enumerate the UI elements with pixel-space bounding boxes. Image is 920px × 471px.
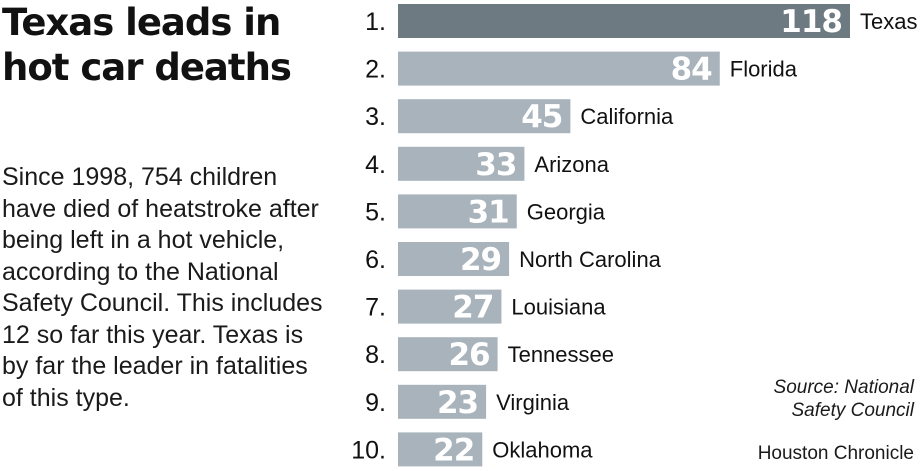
bar (398, 242, 510, 276)
bar-value-label: 29 (460, 242, 501, 278)
bar-value-label: 45 (521, 99, 562, 135)
category-label: Virginia (496, 390, 570, 415)
category-label: Texas (860, 9, 917, 34)
rank-label: 2. (365, 56, 386, 84)
rank-label: 1. (365, 8, 386, 36)
bar-value-label: 84 (671, 52, 713, 88)
rank-label: 10. (351, 436, 386, 464)
category-label: Florida (730, 57, 798, 82)
rank-label: 5. (365, 198, 386, 226)
category-label: Georgia (527, 199, 606, 224)
category-label: California (580, 104, 674, 129)
bar-value-label: 118 (780, 4, 842, 40)
rank-label: 6. (365, 246, 386, 274)
bar (398, 432, 483, 467)
category-label: Louisiana (511, 295, 606, 320)
bar-value-label: 27 (452, 290, 493, 326)
category-label: North Carolina (519, 247, 662, 272)
bar (398, 4, 850, 38)
bar-value-label: 26 (448, 337, 489, 373)
rank-label: 3. (365, 103, 386, 131)
bar (398, 384, 487, 419)
bar-chart: 1. 118 Texas 2. 84 Florida 3. 45 California 4. 33 A… (351, 4, 917, 468)
bar (398, 337, 498, 372)
bar (398, 194, 517, 229)
rank-label: 9. (365, 389, 386, 417)
headline: Texas leads in hot car deaths (2, 1, 292, 89)
bar (398, 51, 720, 86)
bar-value-label: 33 (475, 147, 516, 183)
category-label: Tennessee (508, 342, 614, 367)
bar (398, 99, 571, 134)
category-label: Arizona (534, 152, 609, 177)
bar-value-label: 23 (437, 385, 478, 421)
source-note: Source: National Safety Council (773, 377, 914, 421)
category-label: Oklahoma (492, 437, 593, 462)
bar-value-label: 31 (468, 194, 509, 230)
rank-label: 7. (365, 294, 386, 322)
bar (398, 289, 502, 324)
rank-label: 8. (365, 341, 386, 369)
bar-value-label: 22 (433, 432, 474, 468)
bar (398, 146, 525, 181)
intro-text: Since 1998, 754 children have died of he… (2, 163, 323, 412)
credit-line: Houston Chronicle (757, 443, 914, 464)
rank-label: 4. (365, 151, 386, 179)
